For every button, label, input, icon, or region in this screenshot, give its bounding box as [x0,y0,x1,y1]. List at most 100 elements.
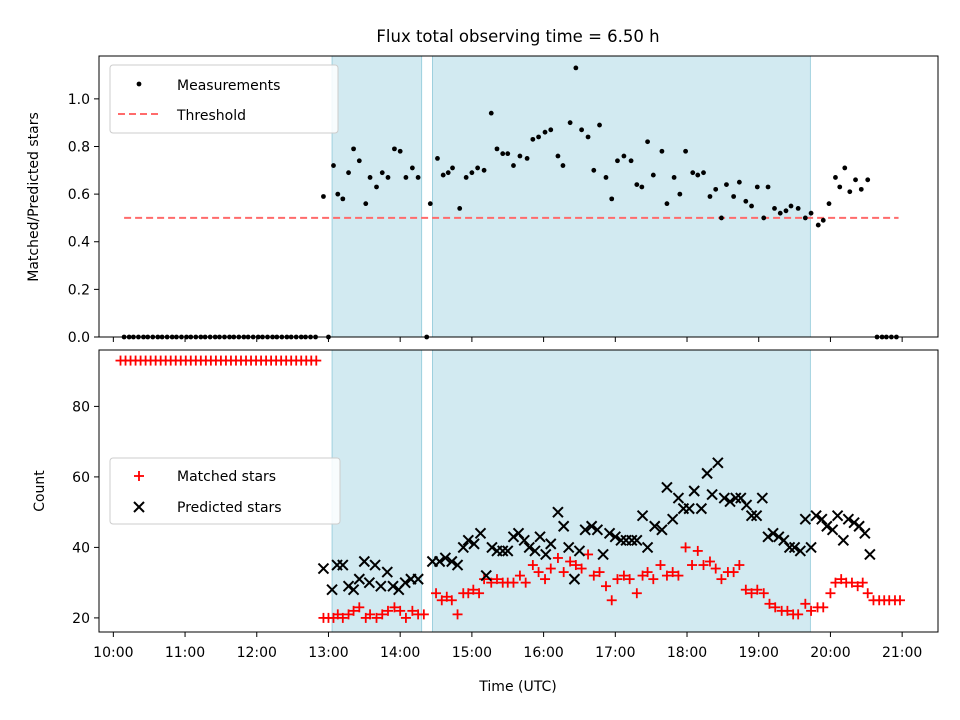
measurement-point [634,182,640,187]
predicted-star-point [342,580,355,592]
predicted-star-point [799,513,812,525]
measurement-point [749,203,754,209]
matched-star-point [540,574,551,585]
matched-star-point [468,584,479,595]
bottom-x-tick-label: 16:00 [523,645,563,661]
top-y-tick-label: 0.4 [68,235,90,251]
measurement-point [579,127,585,133]
predicted-star-point [552,506,564,518]
x-axis-label: Time (UTC) [478,679,556,695]
matched-star-point [836,574,847,585]
matched-star-point [667,567,678,578]
top-shaded-spans [331,55,811,338]
matched-star-point [758,588,769,599]
measurement-point [802,215,808,221]
bottom-x-tick-label: 12:00 [237,645,277,661]
measurement-point [335,191,341,197]
predicted-star-point [842,513,855,525]
matched-star-point [673,570,684,581]
predicted-star-point [740,499,753,511]
matched-star-point [830,577,841,588]
bottom-x-tick-label: 19:00 [739,645,779,661]
bottom-legend-box [109,457,341,525]
predicted-star-point [756,492,769,504]
measurement-point [385,175,391,180]
top-y-axis-label: Matched/Predicted stars [26,112,42,282]
predicted-star-point [745,509,758,522]
matched-star-point [570,560,581,571]
predicted-star-point [762,531,774,543]
predicted-star-point [523,541,535,554]
bottom-y-tick-label: 40 [72,540,90,556]
matched-star-point [642,567,653,578]
matched-star-point [648,574,659,585]
predicted-star-point [518,534,530,547]
predicted-star-point [636,509,649,522]
matched-star-point [452,609,463,620]
predicted-star-point [387,580,399,592]
predicted-star-point [399,576,411,589]
matched-star-point [818,602,829,613]
matched-star-point [441,591,452,602]
predicted-star-point [724,495,736,508]
measurement-point [517,153,523,159]
predicted-star-point [502,545,514,557]
predicted-star-point [767,527,779,540]
measurement-point [761,215,767,221]
measurement-point [415,175,421,180]
matched-star-point [436,595,447,606]
predicted-star-point [609,531,622,543]
measurement-point [847,189,853,195]
matched-star-point [371,612,382,623]
predicted-star-point [474,527,487,540]
measurement-point [615,158,620,164]
predicted-star-point [783,541,796,554]
predicted-star-point [375,580,387,592]
predicted-star-point [573,545,586,557]
predicted-star-point [641,541,654,554]
matched-star-point [418,609,429,620]
measurement-point [573,65,579,71]
matched-star-point [846,577,857,588]
predicted-star-point [859,527,871,540]
measurement-point [597,122,602,128]
matched-star-point [734,560,745,571]
predicted-star-point [557,520,570,532]
measurement-point [815,222,821,228]
bottom-legend: Matched stars Predicted stars [109,457,341,525]
top-legend: Measurements Threshold [109,64,339,134]
predicted-star-point [712,457,724,469]
matched-star-point [565,556,576,567]
measurement-point [754,184,760,190]
predicted-star-point [837,534,850,547]
measurement-point [435,155,440,161]
legend-matched-marker [134,471,144,481]
measurement-point [511,163,516,168]
shaded-span-2 [432,55,811,338]
measurement-point [450,165,455,171]
predicted-star-point [326,583,338,596]
legend-predicted-marker [133,501,145,513]
measurement-point [683,148,688,154]
predicted-star-point [701,467,713,480]
matched-star-point [508,577,519,588]
measurement-point [808,210,814,216]
measurement-point [837,184,843,190]
matched-star-point [806,605,817,616]
measurement-point [567,120,573,126]
matched-star-point [852,581,863,592]
matched-star-point [825,588,836,599]
measurement-point [331,163,336,168]
bottom-x-tick-label: 13:00 [308,645,348,661]
measurement-point [505,151,511,157]
predicted-star-point [497,545,509,557]
predicted-star-point [718,492,731,504]
measurement-point [555,153,561,159]
measurement-point [346,170,351,176]
predicted-star-point [451,559,464,571]
measurement-point [427,201,433,207]
top-legend-box [109,64,339,134]
predicted-star-point [568,573,581,585]
predicted-star-point [826,524,839,536]
predicted-star-point [347,583,360,596]
